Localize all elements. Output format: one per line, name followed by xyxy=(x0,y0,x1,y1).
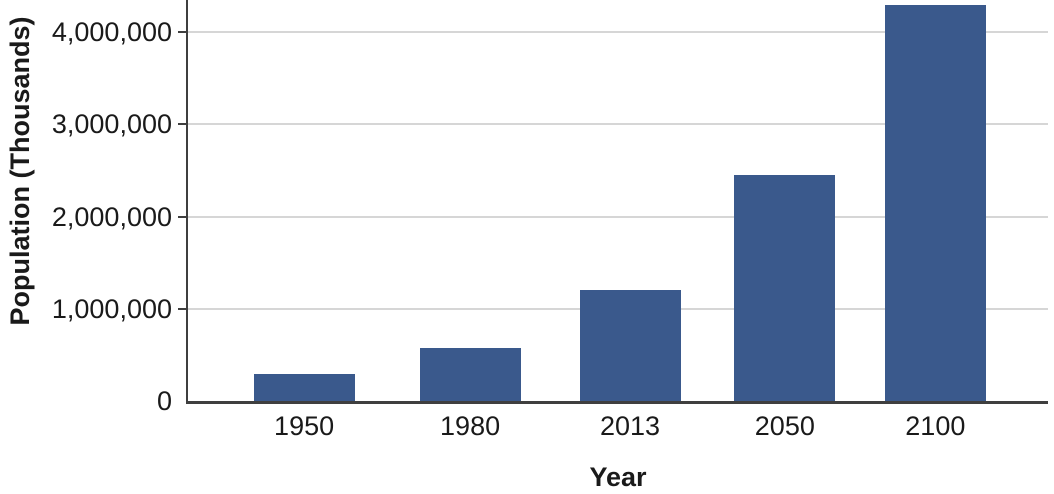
bar-2050 xyxy=(734,175,836,401)
y-tick-label: 0 xyxy=(156,386,172,416)
y-tick-mark xyxy=(178,307,188,310)
y-tick-label: 2,000,000 xyxy=(51,201,172,232)
bar-2013 xyxy=(579,290,681,401)
x-tick-label: 2100 xyxy=(905,411,966,441)
gridline xyxy=(188,123,1048,126)
y-tick-mark xyxy=(178,123,188,126)
gridline xyxy=(188,215,1048,218)
x-axis-title: Year xyxy=(589,462,647,492)
bar-1950 xyxy=(253,374,355,401)
x-tick-label: 1980 xyxy=(440,411,501,441)
gridline xyxy=(188,31,1048,34)
y-tick-mark xyxy=(178,215,188,218)
y-tick-label: 1,000,000 xyxy=(51,293,172,324)
y-tick-label: 3,000,000 xyxy=(51,109,172,140)
plot-area xyxy=(186,0,1048,404)
x-tick-label: 2013 xyxy=(599,411,661,441)
bar-2100 xyxy=(884,4,986,401)
x-tick-label: 2050 xyxy=(754,411,815,441)
x-tick-label: 1950 xyxy=(274,411,335,441)
bar-1980 xyxy=(419,348,521,401)
y-tick-label: 4,000,000 xyxy=(51,17,172,48)
y-tick-mark xyxy=(178,31,188,34)
